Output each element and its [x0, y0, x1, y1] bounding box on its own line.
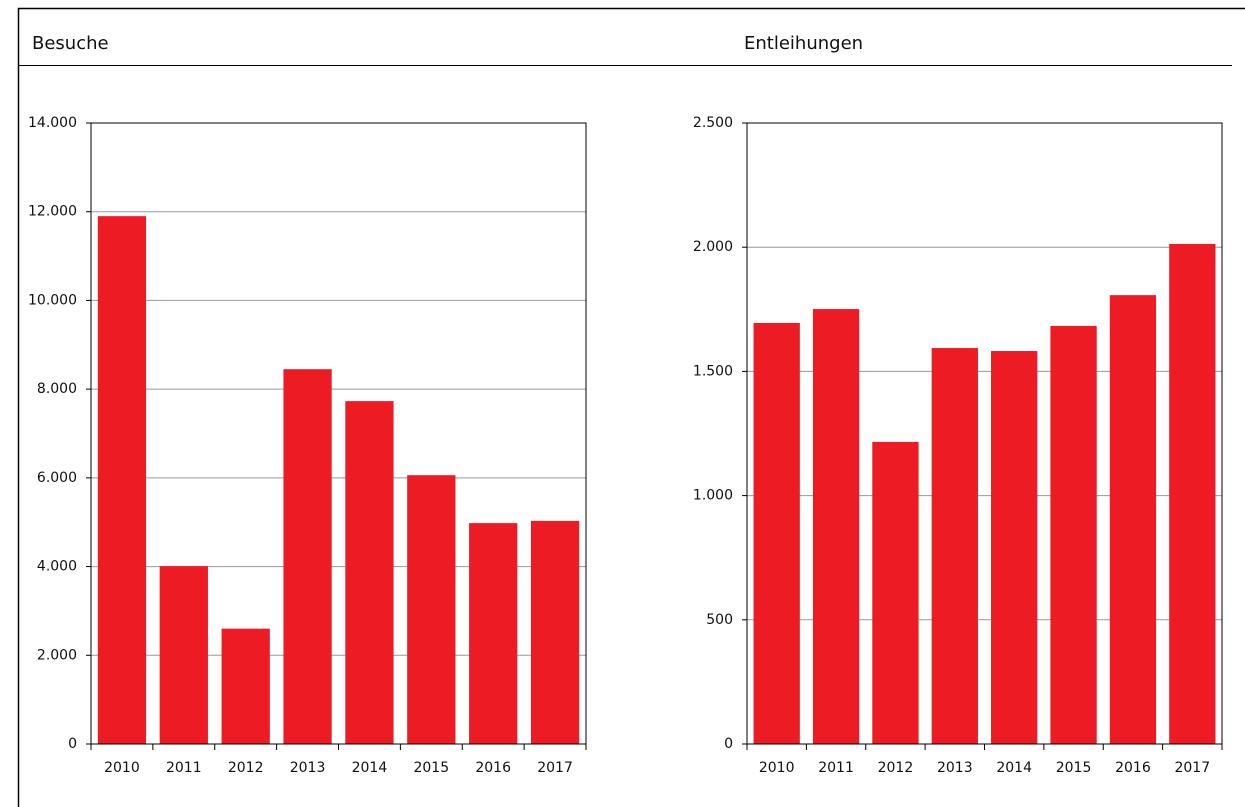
bar [1050, 325, 1097, 744]
y-tick-label: 1.500 [693, 363, 733, 379]
x-tick-label: 2014 [996, 760, 1032, 776]
bar [753, 322, 800, 744]
y-tick-label: 4.000 [37, 559, 77, 575]
y-tick-label: 0 [68, 736, 77, 752]
y-tick-label: 1.000 [693, 488, 733, 504]
y-tick-label: 500 [706, 612, 733, 628]
x-tick-label: 2012 [228, 760, 264, 776]
x-tick-label: 2014 [352, 760, 388, 776]
y-tick-label: 6.000 [37, 470, 77, 486]
x-tick-label: 2015 [1056, 760, 1092, 776]
bar [159, 566, 208, 744]
y-tick-label: 2.000 [693, 239, 733, 255]
bar [1169, 243, 1216, 744]
bar [407, 475, 456, 744]
x-tick-label: 2011 [818, 760, 854, 776]
y-tick-label: 10.000 [28, 292, 77, 308]
bar [931, 348, 978, 744]
y-tick-label: 12.000 [28, 204, 77, 220]
x-tick-label: 2013 [937, 760, 973, 776]
frame [17, 7, 1245, 807]
y-tick-label: 2.000 [37, 647, 77, 663]
plot-border [746, 122, 1223, 745]
y-tick-label: 8.000 [37, 381, 77, 397]
bar [812, 309, 860, 744]
x-tick-label: 2010 [759, 760, 795, 776]
bar [991, 351, 1038, 744]
bar [221, 628, 270, 744]
bar [283, 369, 332, 744]
x-tick-label: 2015 [413, 760, 449, 776]
x-tick-label: 2012 [878, 760, 914, 776]
x-tick-label: 2017 [537, 760, 573, 776]
bar [872, 441, 919, 744]
y-tick-label: 14.000 [28, 115, 77, 131]
plot-border [90, 122, 587, 745]
x-tick-label: 2013 [290, 760, 326, 776]
x-tick-label: 2010 [104, 760, 140, 776]
chart-title: Besuche [32, 33, 109, 54]
y-tick-label: 2.500 [693, 115, 733, 131]
x-tick-label: 2016 [1115, 760, 1151, 776]
y-tick-label: 0 [724, 736, 733, 752]
x-tick-label: 2016 [475, 760, 511, 776]
bar [345, 401, 394, 744]
x-tick-label: 2017 [1174, 760, 1210, 776]
x-tick-label: 2011 [166, 760, 202, 776]
bar [469, 523, 518, 744]
bar [97, 216, 147, 744]
chart-title: Entleihungen [744, 33, 863, 54]
bar [1109, 295, 1157, 744]
bar [530, 520, 580, 744]
